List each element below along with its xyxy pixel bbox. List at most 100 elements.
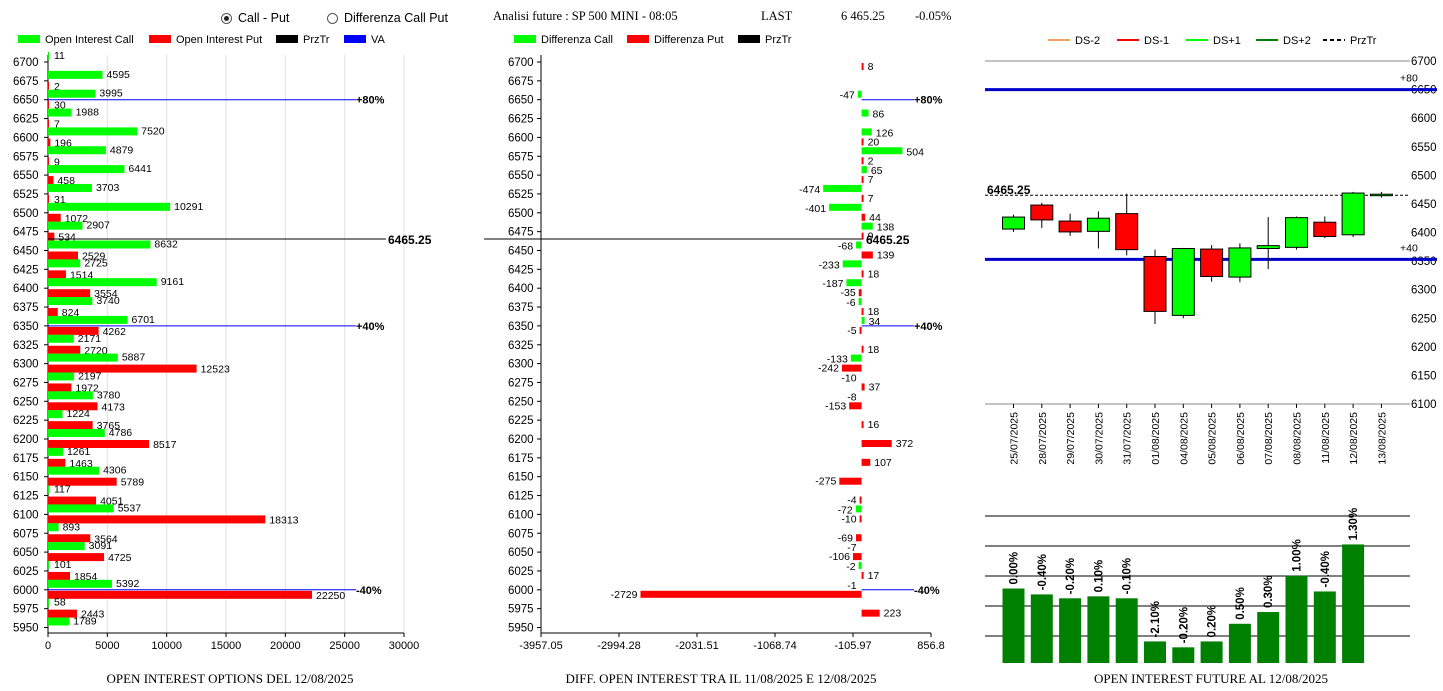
- put-label: 3564: [94, 533, 118, 545]
- diff-put-bar: [861, 308, 864, 316]
- call-label: 4879: [110, 144, 134, 156]
- y-tick-label: 6325: [13, 340, 39, 352]
- y-tick-label: 6125: [13, 491, 39, 503]
- x-tick-label: 30/07/2025: [1093, 412, 1105, 465]
- y-tick-label: 6000: [13, 585, 39, 597]
- diff-call-label: 126: [876, 127, 894, 139]
- level-label: +80: [1400, 73, 1418, 85]
- legend-label: Differenza Call: [541, 34, 613, 46]
- x-tick-label: 5000: [95, 640, 119, 652]
- y-tick-label: 6550: [508, 170, 534, 182]
- diff-put-label: 16: [868, 419, 880, 431]
- call-label: 5392: [116, 578, 140, 590]
- last-change: -0.05%: [915, 9, 952, 23]
- x-tick-label: 0: [45, 640, 51, 652]
- legend-swatch: [627, 35, 649, 43]
- oi-bar: [1313, 591, 1336, 663]
- diff-put-bar: [852, 553, 862, 561]
- legend-label: DS-2: [1075, 35, 1100, 47]
- va-label: +40%: [356, 321, 385, 333]
- diff-call-label: -133: [827, 354, 848, 366]
- y-tick-label: 6600: [1411, 113, 1437, 125]
- diff-put-bar: [861, 458, 871, 466]
- last-value: 6 465.25: [841, 9, 885, 23]
- radio-diff[interactable]: Differenza Call Put: [327, 9, 448, 27]
- diff-put-bar: [855, 534, 862, 542]
- diff-put-label: -2729: [611, 589, 638, 601]
- call-bar: [48, 108, 72, 117]
- y-tick-label: 6650: [13, 95, 39, 107]
- y-tick-label: 5975: [13, 604, 39, 616]
- call-label: 5537: [118, 502, 142, 514]
- va-label: +40%: [914, 321, 943, 333]
- level-label: +40: [1400, 242, 1418, 254]
- y-tick-label: 6475: [508, 227, 534, 239]
- y-tick-label: 6450: [508, 246, 534, 258]
- call-label: 3703: [96, 182, 120, 194]
- legend-label: DS+1: [1213, 35, 1241, 47]
- diff-call-bar: [846, 279, 862, 287]
- call-bar: [48, 466, 100, 475]
- y-tick-label: 6400: [508, 283, 534, 295]
- call-label: 893: [63, 521, 81, 533]
- diff-put-label: -35: [841, 287, 856, 299]
- y-tick-label: 6075: [508, 528, 534, 540]
- put-label: 2: [54, 81, 60, 93]
- x-tick-label: -1068.74: [753, 640, 796, 652]
- oi-bar: [1228, 623, 1251, 663]
- put-bar: [48, 119, 49, 128]
- put-bar: [48, 270, 66, 279]
- x-tick-label: 12/08/2025: [1348, 412, 1360, 465]
- x-tick-label: 25000: [329, 640, 360, 652]
- oi-bar: [1200, 641, 1223, 663]
- diff-put-bar: [861, 138, 864, 146]
- x-tick-label: 08/08/2025: [1292, 412, 1304, 465]
- x-tick-label: 11/08/2025: [1320, 412, 1332, 464]
- x-tick-label: 10000: [151, 640, 182, 652]
- diff-call-label: -187: [822, 278, 843, 290]
- y-tick-label: 6400: [1411, 228, 1437, 240]
- legend-label: DS+2: [1283, 35, 1311, 47]
- put-label: 30: [54, 100, 66, 112]
- put-label: 31: [54, 194, 66, 206]
- call-label: 101: [54, 559, 72, 571]
- oi-bar: [1144, 641, 1166, 663]
- legend-swatch: [149, 35, 171, 43]
- call-bar: [48, 240, 151, 249]
- oi-bar-label: 0.00%: [1009, 552, 1021, 585]
- diff-put-label: 9: [868, 231, 874, 243]
- put-label: 7: [54, 119, 60, 131]
- diff-put-label: 139: [877, 250, 895, 262]
- y-tick-label: 6200: [508, 434, 534, 446]
- oi-bar: [1172, 647, 1195, 663]
- diff-put-bar: [859, 515, 862, 523]
- diff-call-label: 34: [869, 316, 881, 328]
- put-bar: [48, 590, 313, 599]
- put-label: 3554: [94, 288, 118, 300]
- call-label: 3995: [99, 88, 123, 100]
- call-label: 7520: [141, 125, 165, 137]
- put-bar: [48, 477, 117, 486]
- oi-bar-label: -0.40%: [1320, 551, 1332, 587]
- diff-put-bar: [861, 421, 864, 429]
- call-bar: [48, 334, 74, 343]
- put-bar: [48, 364, 197, 373]
- y-tick-label: 6250: [13, 396, 39, 408]
- diff-call-bar: [855, 505, 862, 513]
- diff-put-label: -4: [847, 495, 856, 507]
- y-tick-label: 6550: [1411, 142, 1437, 154]
- y-tick-label: 6300: [13, 359, 39, 371]
- y-tick-label: 6075: [13, 528, 39, 540]
- diff-put-label: 372: [896, 438, 914, 450]
- y-tick-label: 6350: [508, 321, 534, 333]
- y-tick-label: 6600: [508, 132, 534, 144]
- y-tick-label: 6500: [508, 208, 534, 220]
- diff-call-bar: [861, 166, 867, 174]
- legend-swatch: [344, 35, 366, 43]
- call-bar: [48, 297, 93, 306]
- put-bar: [48, 308, 58, 317]
- put-bar: [48, 157, 49, 166]
- diff-put-bar: [859, 496, 862, 504]
- radio-call-put[interactable]: Call - Put: [221, 9, 289, 27]
